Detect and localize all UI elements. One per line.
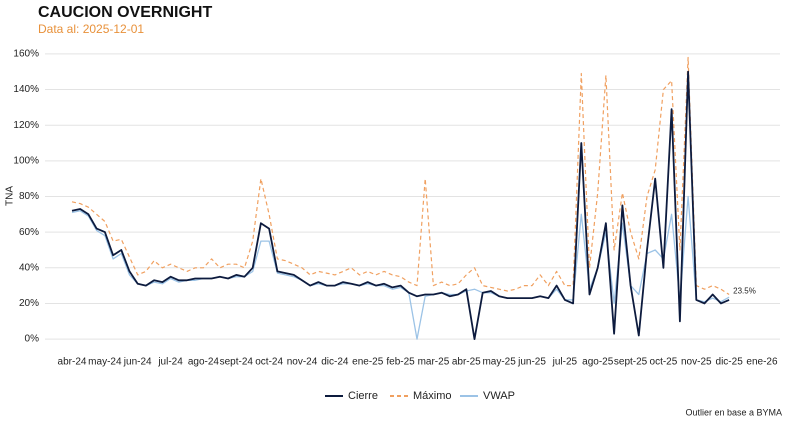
y-tick-label: 140% [13, 84, 39, 95]
x-tick-label: ago-24 [188, 357, 220, 368]
x-tick-label: sept-24 [220, 357, 254, 368]
y-axis-label: TNA [5, 186, 16, 206]
x-tick-label: jul-24 [157, 357, 183, 368]
end-label: 23.5% [733, 286, 756, 295]
legend-label: VWAP [483, 390, 515, 402]
x-tick-label: jul-25 [552, 357, 578, 368]
x-tick-label: nov-25 [681, 357, 712, 368]
chart-title: CAUCION OVERNIGHT [38, 4, 212, 21]
x-tick-label: oct-25 [650, 357, 678, 368]
y-tick-label: 100% [13, 155, 39, 166]
x-tick-label: dic-25 [716, 357, 744, 368]
x-tick-label: ene-25 [352, 357, 384, 368]
x-tick-label: abr-24 [58, 357, 87, 368]
x-tick-label: abr-25 [452, 357, 481, 368]
legend-label: Máximo [413, 390, 452, 402]
x-tick-label: feb-25 [386, 357, 415, 368]
y-tick-label: 160% [13, 49, 39, 60]
x-tick-label: jun-24 [123, 357, 152, 368]
x-tick-label: may-24 [88, 357, 122, 368]
legend-label: Cierre [348, 390, 378, 402]
x-tick-label: may-25 [482, 357, 516, 368]
y-tick-label: 120% [13, 120, 39, 131]
x-tick-label: jun-25 [517, 357, 546, 368]
series-line [71, 56, 730, 296]
y-tick-label: 80% [19, 191, 39, 202]
y-tick-label: 20% [19, 298, 39, 309]
x-tick-label: mar-25 [418, 357, 450, 368]
x-tick-label: sept-25 [614, 357, 648, 368]
x-tick-label: ago-25 [582, 357, 614, 368]
y-tick-label: 40% [19, 262, 39, 273]
y-tick-label: 0% [25, 334, 40, 345]
x-tick-label: ene-26 [746, 357, 778, 368]
x-tick-label: oct-24 [255, 357, 283, 368]
caption: Outlier en base a BYMA [685, 407, 782, 417]
y-tick-label: 60% [19, 227, 39, 238]
chart-subtitle: Data al: 2025-12-01 [38, 22, 144, 36]
x-tick-label: nov-24 [287, 357, 318, 368]
x-tick-label: dic-24 [321, 357, 349, 368]
series-line [71, 70, 730, 340]
